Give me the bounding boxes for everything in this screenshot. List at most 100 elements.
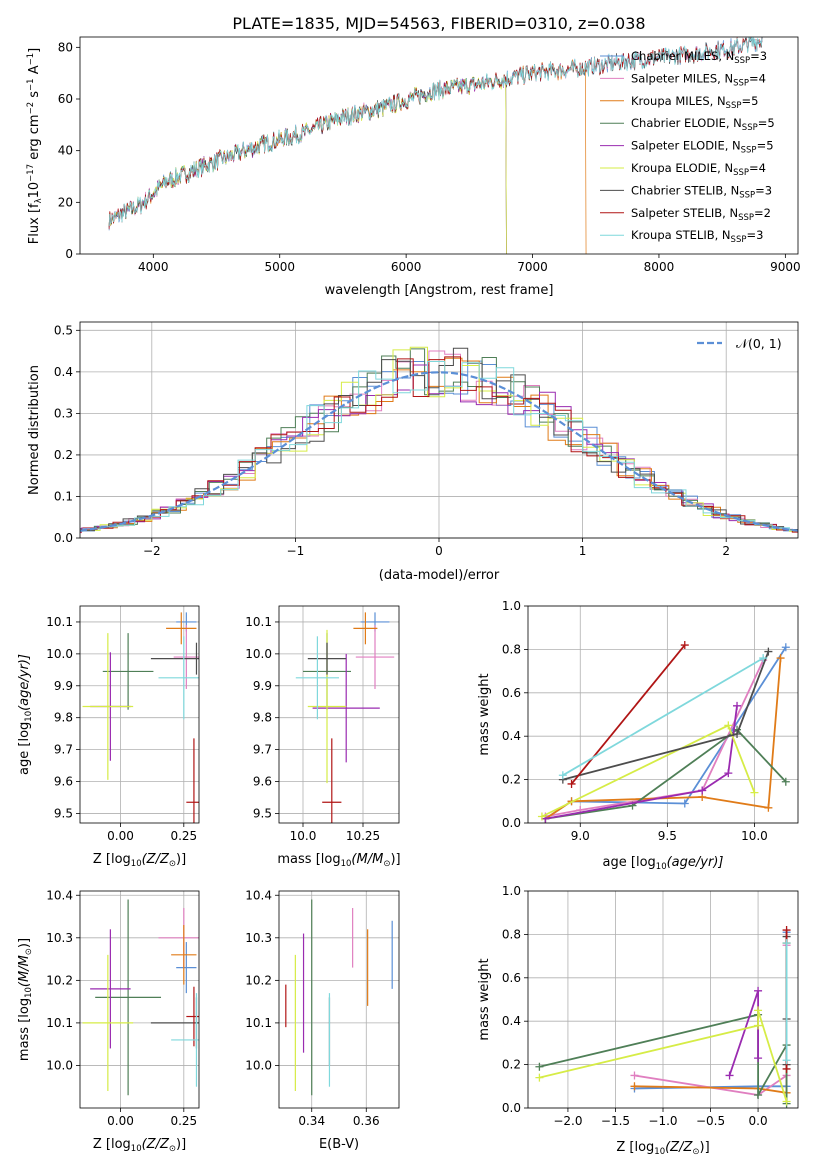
y-axis-label-part: A [27,65,42,78]
y-axis-label: Normed distribution [27,365,42,495]
x-tick-label: 0.00 [107,829,134,843]
x-axis-label: (data-model)/error [379,568,500,583]
x-axis-label: E(B-V) [319,1137,359,1152]
y-tick-label: 0.6 [502,686,521,700]
plot-area [82,899,199,1096]
plot-area [82,612,199,823]
y-tick-label: 60 [58,92,73,106]
x-tick-label: 0 [435,544,443,558]
y-tick-label: 10.2 [245,973,272,987]
x-axis-label-part: ⊙ [692,1147,699,1157]
weight-marker [724,769,733,778]
y-axis-label: Flux [fλ10−17 erg cm−2 s−1 A−1] [26,48,44,244]
x-axis-label-part: Z [log [93,1137,131,1152]
y-tick-label: 10.1 [46,1016,73,1030]
weight-marker [764,803,773,812]
x-axis-label-part: 10 [654,1147,665,1157]
weight-marker [630,1071,639,1080]
legend-label-part: =3 [750,49,767,63]
x-tick-label: 0.25 [170,1114,197,1128]
y-tick-label: 0.1 [54,489,73,503]
x-tick-label: −1.0 [648,1114,677,1128]
plot-area [80,346,798,534]
x-axis-label-part: 10 [656,862,667,872]
legend-label-part: =4 [749,161,766,175]
legend-label: 𝒩(0, 1) [736,336,782,351]
y-tick-label: 9.9 [253,679,272,693]
legend-label-part: Chabrier STELIB, N [631,183,739,197]
legend-label-part: Kroupa STELIB, N [631,228,731,242]
weight-marker [764,647,773,656]
y-tick-label: 10.0 [245,1058,272,1072]
x-axis-label-part: (Z/Z [142,1137,170,1152]
y-tick-label: 9.6 [54,775,73,789]
y-tick-label: 9.8 [253,711,272,725]
weight-marker [750,788,759,797]
x-tick-label: 5000 [264,260,295,274]
axes-frame [527,890,799,1109]
x-axis-label-part: ⊙ [383,859,390,869]
y-tick-label: 10.1 [245,1016,272,1030]
panel-weight_vs_age: 9.0 9.5 10.0 0.0 0.2 0.4 0.6 0.8 1.0 age [log10(a… [477,599,799,872]
legend-label-part: Salpeter STELIB, N [631,206,738,220]
plot-area [108,37,763,254]
weight-line [545,705,738,820]
y-tick-label: 40 [58,144,73,158]
y-axis-label-part: λ [34,198,44,203]
y-axis-label-part: s [27,91,42,102]
weight-line [562,657,764,777]
x-axis-label-part: (Z/Z [142,852,170,867]
x-tick-label: 10.0 [741,829,768,843]
weight-marker [733,730,742,739]
legend-label-part: SSP [733,168,749,178]
y-tick-label: 1.0 [502,599,521,613]
x-axis-label-part: Z [log [93,852,131,867]
axes-frame [278,890,400,1109]
legend-label: Kroupa STELIB, NSSP=3 [631,228,763,245]
legend-label-part: Chabrier ELODIE, N [631,116,742,130]
x-tick-label: 7000 [517,260,548,274]
x-axis-label: Z [log10(Z/Z⊙)] [93,1137,186,1154]
panel-weight_vs_Z: −2.0 −1.5 −1.0 −0.5 0.0 0.0 0.2 0.4 0.6 0.8 1.0 Z [… [477,884,799,1157]
weight-line [539,1010,788,1102]
x-tick-label: 9000 [770,260,801,274]
y-tick-label: 0.8 [502,927,521,941]
y-axis-label: mass [log10(M/M⊙)] [17,938,34,1061]
figure-title: PLATE=1835, MJD=54563, FIBERID=0310, z=0… [232,14,645,33]
weight-marker [725,1071,734,1080]
weight-marker [537,812,546,821]
y-tick-label: 80 [58,40,73,54]
legend-label-part: SSP [738,213,754,223]
axes-frame [79,890,200,1109]
y-tick-label: 0.8 [502,642,521,656]
legend-label-part: Chabrier MILES, N [631,49,734,63]
legend-label-part: =5 [757,139,774,153]
y-tick-label: 9.7 [253,743,272,757]
x-axis-label-part: )] [176,852,186,867]
y-axis-label: mass weight [477,673,492,755]
legend-label-part: SSP [742,123,758,133]
legend-label-part: SSP [734,56,750,66]
panel-spectrum: 4000 5000 6000 7000 8000 9000 0 20 40 60 80 wavelen… [26,36,801,298]
y-tick-label: 10.4 [46,888,73,902]
x-tick-label: −1 [287,544,305,558]
x-tick-label: 0.25 [170,829,197,843]
y-tick-label: 0.2 [502,1058,521,1072]
weight-marker [776,654,785,663]
x-tick-label: −2.0 [553,1114,582,1128]
legend-label-part: SSP [731,235,747,245]
weight-marker [754,1021,763,1030]
weight-marker [698,786,707,795]
x-axis-label-part: age [log [603,855,656,870]
y-tick-label: 10.0 [46,647,73,661]
legend-label: Chabrier MILES, NSSP=3 [631,49,767,66]
weight-marker [680,641,689,650]
plot-area [295,612,395,823]
x-axis-label: age [log10(age/yr)] [603,855,724,872]
weight-marker [759,654,768,663]
y-axis-label-part: 10 [24,987,34,998]
y-axis-label-part: ⊙ [24,948,34,955]
y-tick-label: 10.0 [46,1058,73,1072]
axes-frame [79,321,799,539]
